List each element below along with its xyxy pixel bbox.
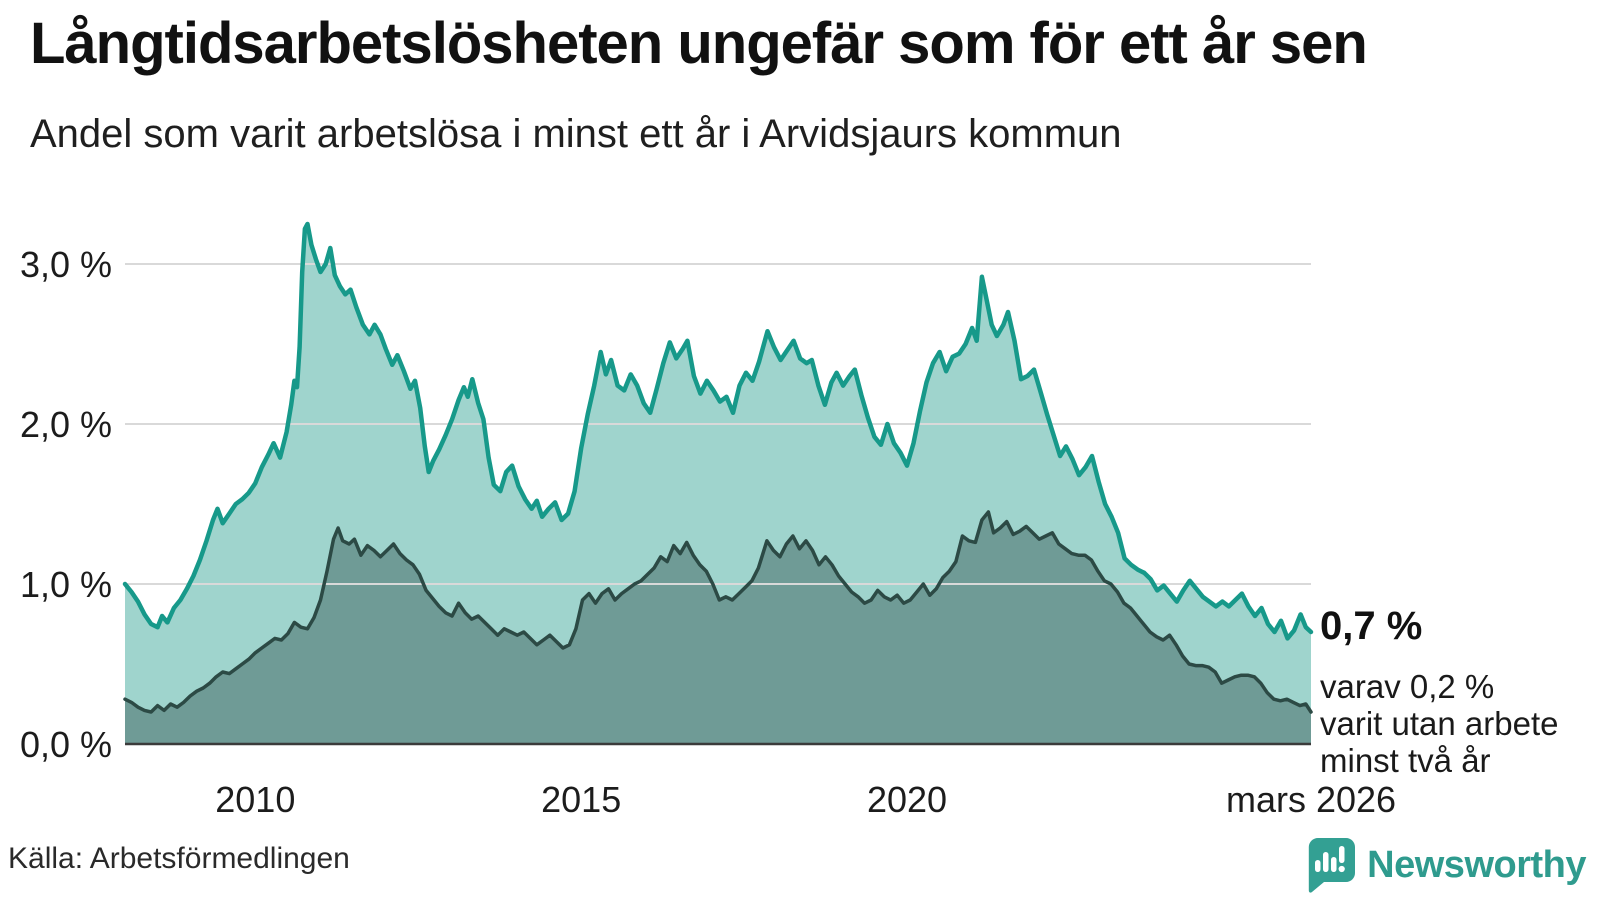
newsworthy-bubble-chart-icon [1308, 838, 1356, 893]
x-tick-label: 2015 [541, 779, 621, 820]
end-value-label: 0,7 % [1320, 604, 1423, 648]
newsworthy-logo: Newsworthy [1306, 836, 1586, 894]
y-tick-label: 1,0 % [20, 564, 112, 605]
y-tick-label: 3,0 % [20, 244, 112, 285]
x-tick-label: mars 2026 [1226, 779, 1396, 820]
page-subtitle: Andel som varit arbetslösa i minst ett å… [30, 112, 1122, 156]
y-tick-label: 2,0 % [20, 404, 112, 445]
y-tick-label: 0,0 % [20, 724, 112, 765]
x-tick-label: 2010 [215, 779, 295, 820]
page-title: Långtidsarbetslösheten ungefär som för e… [30, 11, 1368, 76]
area-minst-tva-ar [125, 512, 1311, 744]
line-minst-tva-ar [123, 510, 1313, 714]
end-note-label: varav 0,2 % varit utan arbete minst två … [1320, 668, 1559, 779]
newsworthy-wordmark: Newsworthy [1367, 843, 1586, 886]
source-label: Källa: Arbetsförmedlingen [8, 842, 350, 875]
line-minst-ett-ar [122, 221, 1314, 641]
x-tick-label: 2020 [867, 779, 947, 820]
